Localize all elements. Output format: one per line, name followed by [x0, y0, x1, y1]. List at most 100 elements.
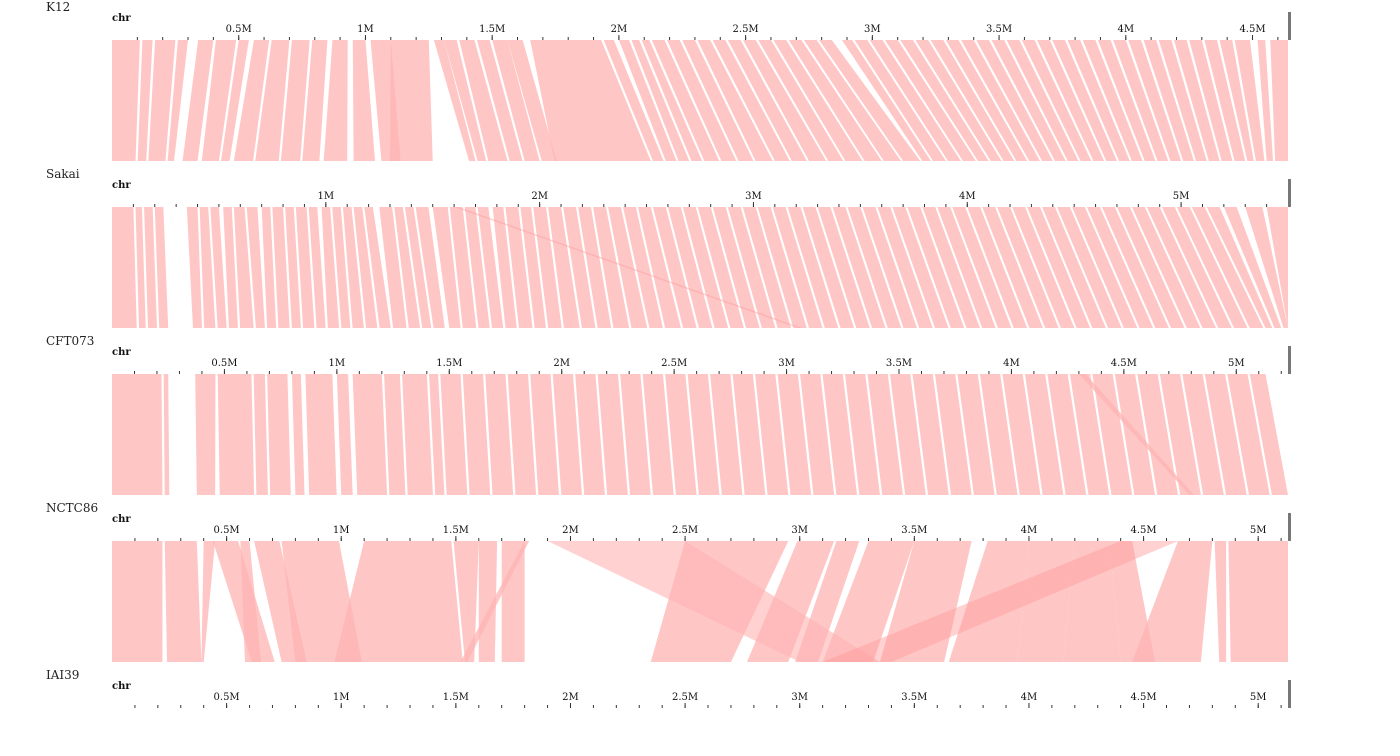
- synteny-block: [135, 207, 146, 328]
- synteny-block: [429, 374, 445, 495]
- synteny-block: [163, 374, 170, 495]
- tick-label: 3.5M: [901, 692, 927, 703]
- synteny-block: [907, 207, 965, 328]
- synteny-block: [459, 40, 508, 161]
- synteny-block: [788, 40, 882, 161]
- synteny-block: [464, 207, 490, 328]
- synteny-block: [1219, 40, 1254, 161]
- link-band-nctc86-iai39: [112, 541, 1288, 662]
- synteny-block: [845, 374, 880, 495]
- tick-label: 3M: [791, 525, 808, 536]
- synteny-block: [267, 374, 291, 495]
- synteny-block: [885, 40, 976, 161]
- synteny-block: [802, 207, 855, 328]
- tick-label: 5M: [1250, 692, 1267, 703]
- synteny-block: [593, 207, 630, 328]
- tick-label: 2M: [562, 525, 579, 536]
- tick-label: 4M: [1117, 24, 1134, 35]
- synteny-block: [444, 40, 487, 161]
- synteny-block: [321, 207, 340, 328]
- synteny-block: [803, 40, 901, 161]
- synteny-block: [389, 40, 433, 161]
- synteny-block: [832, 207, 886, 328]
- synteny-block: [1072, 207, 1138, 328]
- chromosome-label: chr: [112, 13, 131, 24]
- tick-label: 1.5M: [479, 24, 505, 35]
- synteny-block: [1006, 40, 1079, 161]
- tick-label: 0.5M: [214, 525, 240, 536]
- chromosome-label: chr: [112, 681, 131, 692]
- synteny-block: [603, 40, 664, 161]
- synteny-block: [982, 207, 1043, 328]
- synteny-block: [608, 207, 648, 328]
- chromosome-end-marker: [1288, 346, 1291, 374]
- synteny-block: [291, 374, 305, 495]
- synteny-block: [862, 207, 917, 328]
- genome-track-k12: K12 chr 0.5M 1M 1.5M 2M 2.5M 3M 3.5M 4M 4.5M: [46, 0, 1291, 40]
- synteny-block: [364, 207, 391, 328]
- synteny-block: [404, 207, 432, 328]
- synteny-block: [652, 207, 697, 328]
- synteny-block: [1173, 40, 1220, 161]
- synteny-block: [930, 40, 1015, 161]
- tick-label: 4M: [1021, 525, 1038, 536]
- tick-label: 4.5M: [1239, 24, 1265, 35]
- genome-track-sakai: Sakai chr 1M 2M 3M 4M 5M: [46, 167, 1291, 207]
- tick-label: 4.5M: [1131, 525, 1157, 536]
- synteny-block: [478, 541, 498, 662]
- synteny-block: [1052, 40, 1117, 161]
- synteny-block: [210, 207, 227, 328]
- synteny-block: [1191, 207, 1264, 328]
- tick-label: 1M: [318, 191, 335, 202]
- synteny-block: [302, 40, 328, 161]
- synteny-block: [637, 207, 681, 328]
- synteny-block: [651, 40, 720, 161]
- tick-label: 3M: [778, 358, 795, 369]
- synteny-block: [415, 207, 445, 328]
- synteny-block: [112, 40, 140, 161]
- chromosome-label: chr: [112, 347, 131, 358]
- synteny-block: [334, 541, 463, 662]
- synteny-block: [453, 541, 479, 662]
- synteny-block: [1021, 40, 1092, 161]
- genome-name: Sakai: [46, 167, 80, 181]
- synteny-block: [877, 207, 933, 328]
- synteny-block: [1146, 207, 1217, 328]
- synteny-block: [394, 207, 421, 328]
- tick-label: 0.5M: [226, 24, 252, 35]
- synteny-block: [1223, 207, 1282, 328]
- synteny-block: [641, 40, 703, 161]
- synteny-block: [912, 374, 949, 495]
- synteny-block: [755, 374, 789, 495]
- chromosome-end-marker: [1288, 680, 1291, 708]
- synteny-block: [642, 374, 674, 495]
- synteny-block: [280, 40, 310, 161]
- tick-label: 2M: [531, 191, 548, 202]
- synteny-block: [533, 207, 562, 328]
- synteny-block: [742, 207, 792, 328]
- tick-label: 5M: [1173, 191, 1190, 202]
- synteny-block: [432, 207, 461, 328]
- synteny-block: [618, 40, 677, 161]
- synteny-block: [952, 207, 1012, 328]
- tick-label: 3M: [745, 191, 762, 202]
- synteny-block: [1092, 374, 1133, 495]
- synteny-block: [1037, 40, 1105, 161]
- synteny-block: [1067, 40, 1130, 161]
- synteny-block: [195, 374, 216, 495]
- synteny-block: [1176, 207, 1248, 328]
- tick-label: 2M: [562, 692, 579, 703]
- genome-tracks: K12 chr 0.5M 1M 1.5M 2M 2.5M 3M 3.5M 4M 4.5M Sakai c…: [46, 0, 1291, 708]
- synteny-block: [182, 40, 214, 161]
- synteny-block: [507, 374, 537, 495]
- synteny-block: [948, 541, 1029, 662]
- synteny-block: [822, 541, 1178, 662]
- synteny-block: [1143, 40, 1194, 161]
- tick-label: 1M: [333, 525, 350, 536]
- synteny-block: [1017, 541, 1075, 662]
- synteny-block: [1087, 207, 1154, 328]
- synteny-block: [1182, 374, 1224, 495]
- synteny-block: [454, 207, 803, 328]
- synteny-block: [352, 40, 375, 161]
